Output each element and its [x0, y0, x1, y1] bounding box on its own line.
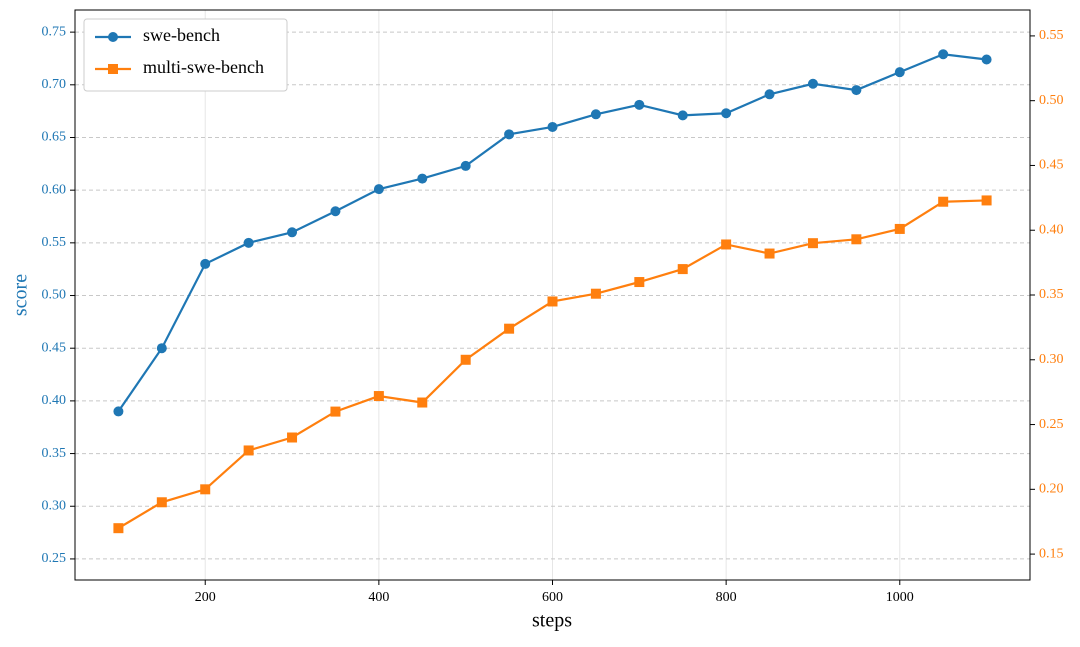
y-tick-label: 0.30	[42, 498, 67, 513]
y-tick-label: 0.35	[42, 446, 67, 461]
x-tick-label: 400	[368, 590, 389, 605]
legend-box	[83, 18, 288, 92]
data-point	[677, 264, 688, 275]
y-tick-label: 0.50	[42, 288, 67, 303]
legend: swe-bench multi-swe-bench	[83, 18, 288, 92]
data-point	[200, 258, 211, 269]
data-point	[807, 78, 818, 89]
y2-tick-label: 0.35	[1039, 287, 1064, 302]
y2-tick-label: 0.55	[1039, 28, 1064, 43]
data-point	[634, 99, 645, 110]
y-tick-label: 0.55	[42, 235, 67, 250]
plot-frame	[74, 9, 1031, 581]
y2-tick-label: 0.40	[1039, 222, 1064, 237]
y-tick-label: 0.25	[42, 551, 67, 566]
data-point	[547, 121, 558, 132]
data-point	[113, 406, 124, 417]
legend-label: swe-bench	[143, 25, 220, 45]
data-point	[981, 195, 992, 206]
data-point	[721, 239, 732, 250]
y2-tick-label: 0.50	[1039, 93, 1064, 108]
y2-tick-label: 0.25	[1039, 417, 1064, 432]
x-axis-label: steps	[532, 610, 572, 632]
data-point	[807, 238, 818, 249]
data-point	[764, 89, 775, 100]
data-point	[460, 160, 471, 171]
data-point	[894, 223, 905, 234]
data-point	[634, 277, 645, 288]
data-point	[156, 343, 167, 354]
data-point	[590, 288, 601, 299]
x-tick-label: 600	[542, 590, 563, 605]
y-tick-label: 0.45	[42, 340, 67, 355]
x-tick-label: 800	[716, 590, 737, 605]
data-point	[113, 523, 124, 534]
y-axis-label: score	[10, 274, 32, 316]
data-point	[330, 206, 341, 217]
y2-tick-label: 0.45	[1039, 158, 1064, 173]
data-point	[417, 173, 428, 184]
y-tick-label: 0.65	[42, 130, 67, 145]
data-point	[764, 248, 775, 259]
data-point	[938, 49, 949, 60]
legend-marker	[108, 64, 118, 74]
x-tick-label: 200	[195, 590, 216, 605]
y-tick-label: 0.75	[42, 24, 67, 39]
data-point	[894, 67, 905, 78]
y-tick-label: 0.40	[42, 393, 67, 408]
data-point	[330, 406, 341, 417]
x-tick-label: 1000	[886, 590, 914, 605]
legend-marker	[108, 32, 118, 42]
data-point	[504, 323, 515, 334]
y-tick-label: 0.70	[42, 77, 67, 92]
data-point	[851, 234, 862, 245]
data-point	[460, 354, 471, 365]
y2-tick-label: 0.30	[1039, 352, 1064, 367]
legend-label: multi-swe-bench	[143, 57, 264, 77]
y2-tick-label: 0.20	[1039, 482, 1064, 497]
y2-tick-label: 0.15	[1039, 546, 1064, 561]
data-point	[243, 237, 254, 248]
data-point	[851, 85, 862, 96]
data-point	[677, 110, 688, 121]
data-point	[721, 108, 732, 119]
y-tick-label: 0.60	[42, 182, 67, 197]
data-point	[156, 497, 167, 508]
data-point	[243, 445, 254, 456]
data-point	[373, 391, 384, 402]
data-point	[504, 129, 515, 140]
data-point	[287, 227, 298, 238]
data-point	[938, 196, 949, 207]
data-point	[590, 109, 601, 120]
data-point	[417, 397, 428, 408]
data-point	[373, 184, 384, 195]
data-point	[981, 54, 992, 65]
data-point	[547, 296, 558, 307]
data-point	[200, 484, 211, 495]
data-point	[287, 432, 298, 443]
